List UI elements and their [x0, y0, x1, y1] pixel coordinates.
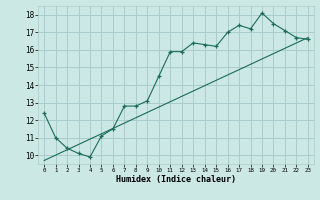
X-axis label: Humidex (Indice chaleur): Humidex (Indice chaleur) [116, 175, 236, 184]
